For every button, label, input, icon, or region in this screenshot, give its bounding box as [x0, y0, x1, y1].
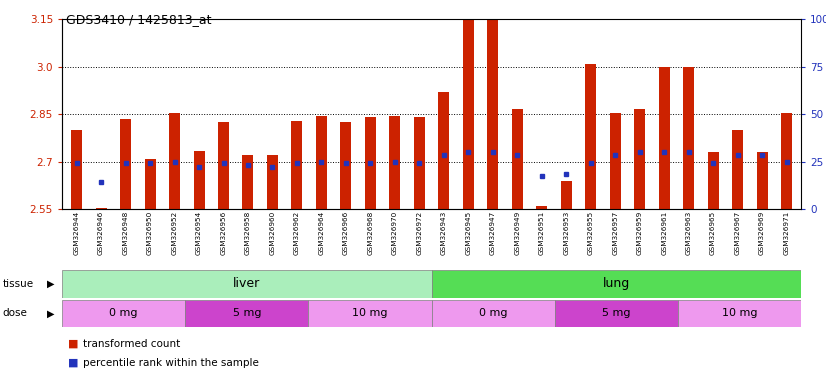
Bar	[185, 300, 308, 327]
Text: GSM326947: GSM326947	[490, 210, 496, 255]
Bar	[708, 152, 719, 209]
Bar	[781, 113, 792, 209]
Bar	[62, 270, 431, 298]
Text: GSM326955: GSM326955	[588, 210, 594, 255]
Bar	[683, 67, 694, 209]
Text: GSM326944: GSM326944	[74, 210, 79, 255]
Text: tissue: tissue	[2, 279, 34, 289]
Bar	[658, 67, 670, 209]
Bar	[169, 113, 180, 209]
Bar	[414, 118, 425, 209]
Text: GSM326945: GSM326945	[465, 210, 472, 255]
Text: GSM326956: GSM326956	[221, 210, 226, 255]
Bar	[193, 151, 205, 209]
Text: GSM326970: GSM326970	[392, 210, 398, 255]
Bar	[292, 121, 302, 209]
Text: GSM326961: GSM326961	[661, 210, 667, 255]
Bar	[512, 109, 523, 209]
Text: dose: dose	[2, 308, 27, 318]
Text: ■: ■	[68, 358, 78, 368]
Text: GSM326943: GSM326943	[441, 210, 447, 255]
Bar	[634, 109, 645, 209]
Text: 10 mg: 10 mg	[722, 308, 757, 318]
Bar	[267, 156, 278, 209]
Text: GSM326972: GSM326972	[416, 210, 422, 255]
Text: GSM326953: GSM326953	[563, 210, 569, 255]
Text: GSM326966: GSM326966	[343, 210, 349, 255]
Text: 0 mg: 0 mg	[109, 308, 138, 318]
Bar	[218, 122, 229, 209]
Text: transformed count: transformed count	[83, 339, 180, 349]
Bar	[120, 119, 131, 209]
Bar	[316, 116, 327, 209]
Text: GSM326964: GSM326964	[319, 210, 325, 255]
Bar	[439, 92, 449, 209]
Text: GSM326952: GSM326952	[172, 210, 178, 255]
Text: GSM326959: GSM326959	[637, 210, 643, 255]
Text: GSM326968: GSM326968	[368, 210, 373, 255]
Text: 0 mg: 0 mg	[479, 308, 507, 318]
Text: GSM326971: GSM326971	[784, 210, 790, 255]
Text: GSM326954: GSM326954	[196, 210, 202, 255]
Text: ▶: ▶	[47, 279, 55, 289]
Bar	[732, 130, 743, 209]
Text: GSM326949: GSM326949	[515, 210, 520, 255]
Bar	[463, 0, 474, 209]
Text: 10 mg: 10 mg	[352, 308, 387, 318]
Text: GSM326948: GSM326948	[122, 210, 129, 255]
Text: GSM326965: GSM326965	[710, 210, 716, 255]
Text: GSM326962: GSM326962	[294, 210, 300, 255]
Bar	[585, 64, 596, 209]
Bar	[389, 116, 401, 209]
Text: liver: liver	[233, 277, 260, 290]
Text: GSM326960: GSM326960	[269, 210, 275, 255]
Bar	[555, 300, 678, 327]
Text: GSM326951: GSM326951	[539, 210, 544, 255]
Text: GSM326969: GSM326969	[759, 210, 765, 255]
Text: GSM326957: GSM326957	[612, 210, 618, 255]
Text: GSM326967: GSM326967	[734, 210, 741, 255]
Text: GSM326950: GSM326950	[147, 210, 153, 255]
Bar	[610, 113, 620, 209]
Bar	[62, 300, 185, 327]
Bar	[308, 300, 432, 327]
Bar	[145, 159, 155, 209]
Bar	[431, 300, 555, 327]
Bar	[365, 118, 376, 209]
Bar	[561, 181, 572, 209]
Bar	[757, 152, 767, 209]
Bar	[536, 206, 548, 209]
Text: ▶: ▶	[47, 308, 55, 318]
Text: GSM326946: GSM326946	[98, 210, 104, 255]
Bar	[71, 130, 82, 209]
Text: lung: lung	[603, 277, 630, 290]
Bar	[678, 300, 801, 327]
Bar	[96, 208, 107, 209]
Text: 5 mg: 5 mg	[602, 308, 631, 318]
Text: 5 mg: 5 mg	[232, 308, 261, 318]
Bar	[243, 156, 254, 209]
Text: GDS3410 / 1425813_at: GDS3410 / 1425813_at	[66, 13, 211, 26]
Text: GSM326963: GSM326963	[686, 210, 691, 255]
Text: ■: ■	[68, 339, 78, 349]
Bar	[431, 270, 801, 298]
Bar	[340, 122, 351, 209]
Text: percentile rank within the sample: percentile rank within the sample	[83, 358, 259, 368]
Bar	[487, 0, 498, 209]
Text: GSM326958: GSM326958	[245, 210, 251, 255]
